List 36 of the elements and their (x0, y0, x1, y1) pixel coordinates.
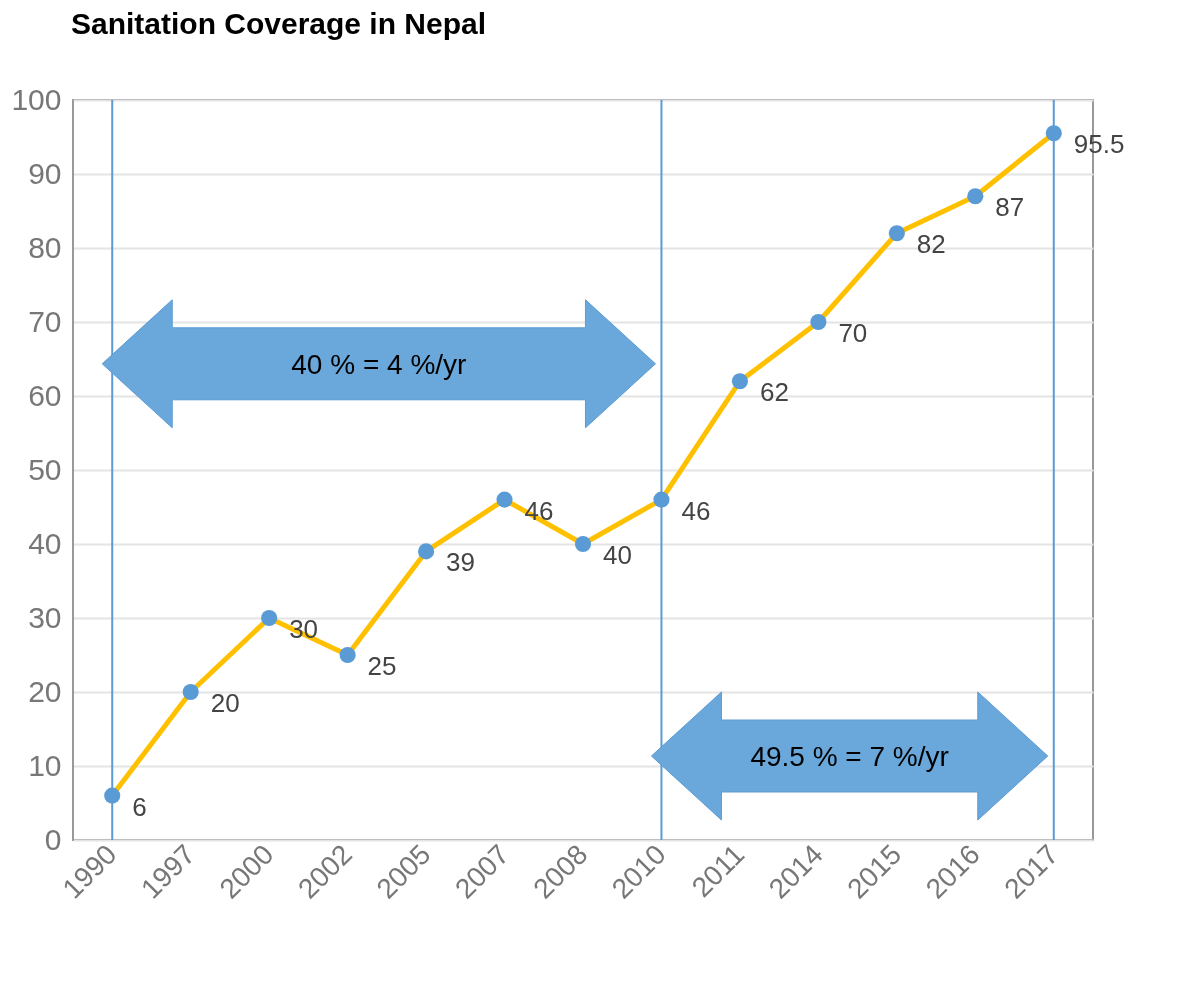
y-tick-label: 0 (44, 822, 62, 856)
point (810, 313, 827, 331)
y-tick-label: 100 (11, 82, 62, 116)
y-tick-label: 70 (28, 304, 62, 338)
annotation: 40 % = 4 %/yr (291, 348, 467, 380)
y-tick-label: 90 (28, 156, 62, 190)
data-label: 46 (681, 495, 711, 526)
point (731, 373, 748, 390)
data-label: 46 (524, 495, 554, 526)
point (967, 188, 984, 205)
data-label: 20 (210, 688, 240, 718)
y-tick-label: 10 (28, 748, 62, 782)
data-label: 62 (759, 377, 789, 408)
y-tick-label: 40 (28, 526, 62, 560)
y-tick-label: 50 (28, 452, 62, 486)
data-label: 6 (132, 791, 147, 822)
y-tick-label: 60 (28, 378, 62, 412)
point (496, 491, 513, 508)
data-label: 87 (995, 192, 1025, 223)
data-label: 82 (916, 229, 946, 260)
data-label: 70 (838, 318, 868, 348)
annotation: 49.5 % = 7 %/yr (750, 741, 949, 772)
point (574, 535, 592, 553)
chart-title: Sanitation Coverage in Nepal (70, 7, 487, 40)
data-label: 40 (603, 540, 632, 570)
point (182, 683, 199, 701)
y-tick-label: 80 (28, 230, 62, 264)
point (418, 543, 435, 560)
y-tick-label: 20 (28, 674, 62, 708)
point (888, 225, 905, 242)
data-label: 25 (367, 651, 397, 681)
data-label: 39 (446, 547, 475, 578)
data-label: 95.5 (1073, 129, 1125, 160)
point (261, 609, 278, 627)
point (339, 646, 356, 664)
y-tick-label: 30 (28, 600, 62, 634)
